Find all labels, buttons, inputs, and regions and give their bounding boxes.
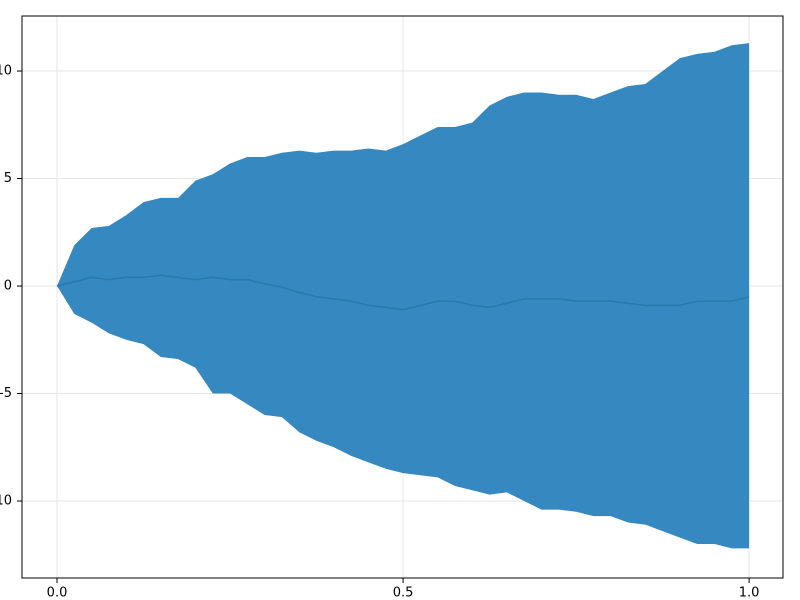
mean-line: [56, 274, 750, 311]
y-tick-label: 0: [4, 279, 12, 294]
y-tick-label: 5: [4, 171, 12, 186]
y-tick-label: 10: [0, 64, 12, 79]
y-tick-label: -10: [0, 494, 12, 509]
x-tick-label: 0.0: [47, 586, 68, 600]
x-tick-label: 1.0: [739, 586, 760, 600]
y-tick-label: -5: [0, 386, 12, 401]
plot-frame: [21, 15, 784, 579]
x-tick-label: 0.5: [393, 586, 414, 600]
band: [57, 43, 750, 549]
